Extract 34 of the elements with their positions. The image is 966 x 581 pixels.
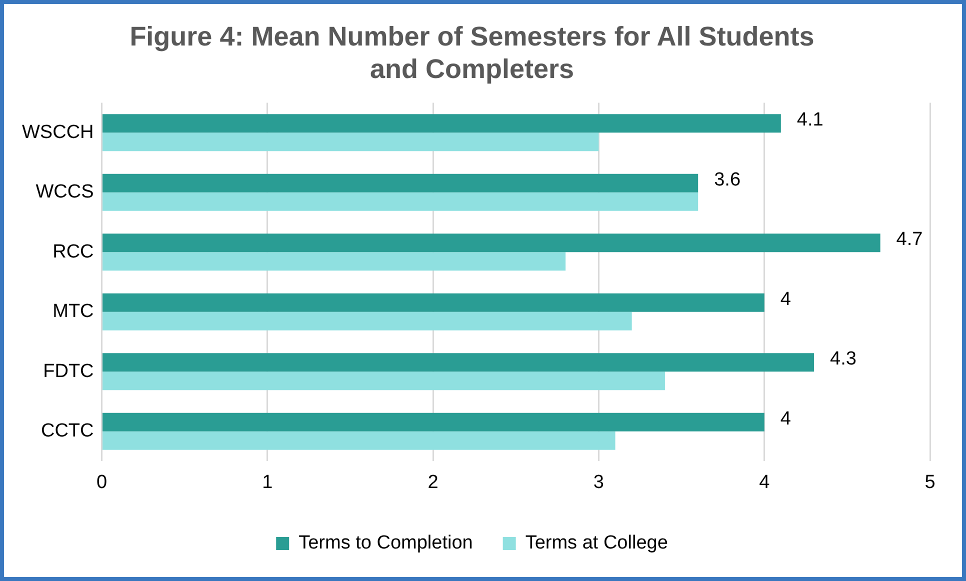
y-tick-label: MTC <box>52 301 94 322</box>
bar <box>102 312 632 330</box>
text: and Completers <box>370 54 574 84</box>
data-label: 4.3 <box>830 348 856 370</box>
bar <box>102 252 566 271</box>
bar <box>102 353 814 372</box>
bar <box>102 192 698 211</box>
x-tick-label: 3 <box>593 472 604 493</box>
data-label: 4 <box>780 408 792 430</box>
text: Figure 4: Mean Number of Semesters for All Students <box>130 22 814 52</box>
legend-label: Terms to Completion <box>298 532 473 554</box>
bar <box>102 234 880 252</box>
bar <box>102 174 698 192</box>
x-tick-label: 5 <box>924 472 936 493</box>
data-label: 4 <box>780 288 792 310</box>
x-tick-label: 2 <box>428 472 438 493</box>
x-tick-label: 0 <box>96 472 108 493</box>
x-tick-label: 4 <box>759 472 770 493</box>
bar <box>102 114 781 133</box>
data-label: 4.1 <box>796 110 824 131</box>
y-tick-label: WCCS <box>36 182 94 203</box>
bar <box>102 372 665 390</box>
x-tick-label: 1 <box>262 472 273 493</box>
y-tick-label: WSCCH <box>22 122 94 143</box>
y-tick-label: CCTC <box>40 420 94 442</box>
bar <box>102 132 599 152</box>
bar <box>102 412 764 432</box>
legend-label: Terms at College <box>525 532 668 554</box>
data-label: 3.6 <box>714 169 741 190</box>
bar <box>102 293 764 312</box>
bar <box>102 431 616 450</box>
data-label: 4.7 <box>896 229 923 250</box>
y-tick-label: RCC <box>52 241 94 262</box>
y-tick-label: FDTC <box>43 360 94 382</box>
